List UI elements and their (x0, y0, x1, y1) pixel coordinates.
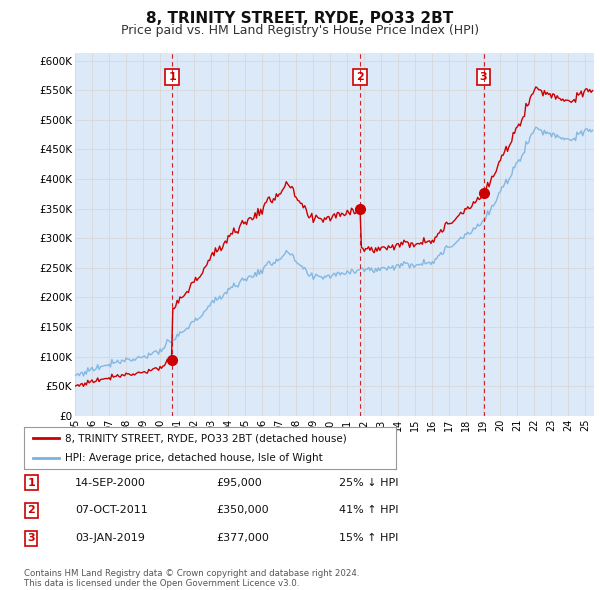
Text: 3: 3 (28, 533, 35, 543)
Text: 25% ↓ HPI: 25% ↓ HPI (339, 478, 398, 487)
Text: 1: 1 (28, 478, 35, 487)
Text: 2: 2 (28, 506, 35, 515)
Text: 1: 1 (168, 72, 176, 81)
Text: 3: 3 (480, 72, 487, 81)
Text: 03-JAN-2019: 03-JAN-2019 (75, 533, 145, 543)
Text: £95,000: £95,000 (216, 478, 262, 487)
Text: £350,000: £350,000 (216, 506, 269, 515)
Text: 8, TRINITY STREET, RYDE, PO33 2BT: 8, TRINITY STREET, RYDE, PO33 2BT (146, 11, 454, 25)
Text: 2: 2 (356, 72, 364, 81)
Text: £377,000: £377,000 (216, 533, 269, 543)
Text: 14-SEP-2000: 14-SEP-2000 (75, 478, 146, 487)
Text: 07-OCT-2011: 07-OCT-2011 (75, 506, 148, 515)
Text: 15% ↑ HPI: 15% ↑ HPI (339, 533, 398, 543)
Text: Contains HM Land Registry data © Crown copyright and database right 2024.
This d: Contains HM Land Registry data © Crown c… (24, 569, 359, 588)
Text: Price paid vs. HM Land Registry's House Price Index (HPI): Price paid vs. HM Land Registry's House … (121, 24, 479, 37)
Text: HPI: Average price, detached house, Isle of Wight: HPI: Average price, detached house, Isle… (65, 453, 323, 463)
Text: 8, TRINITY STREET, RYDE, PO33 2BT (detached house): 8, TRINITY STREET, RYDE, PO33 2BT (detac… (65, 433, 347, 443)
Text: 41% ↑ HPI: 41% ↑ HPI (339, 506, 398, 515)
